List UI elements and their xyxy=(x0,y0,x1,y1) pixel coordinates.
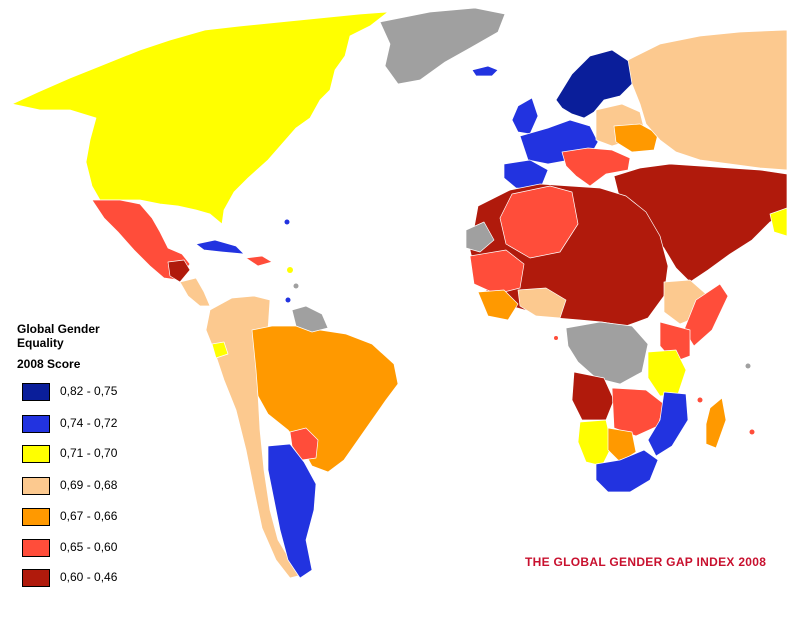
region-central-america xyxy=(179,277,211,307)
region-central-america-north xyxy=(167,259,191,283)
region-uk xyxy=(511,97,539,135)
region-mexico xyxy=(91,199,191,281)
legend-label: 0,74 - 0,72 xyxy=(60,416,118,430)
legend-subtitle: 2008 Score xyxy=(17,357,81,371)
island-dot xyxy=(287,267,293,273)
region-mozambique xyxy=(647,391,689,457)
region-caribbean xyxy=(245,255,273,267)
region-greenland xyxy=(379,7,506,85)
island-dot xyxy=(284,219,290,225)
legend-swatch xyxy=(22,445,50,463)
island-dot xyxy=(745,363,751,369)
region-southern-europe xyxy=(561,147,631,187)
region-gulf-of-guinea xyxy=(517,287,567,319)
region-russia xyxy=(627,29,787,171)
region-namibia xyxy=(577,419,613,467)
legend-swatch xyxy=(22,415,50,433)
region-cuba xyxy=(195,239,245,255)
legend-title: Global Gender Equality xyxy=(17,322,100,350)
region-central-africa xyxy=(565,321,649,385)
island-dot xyxy=(749,429,755,435)
island-dot xyxy=(293,283,299,289)
island-dot xyxy=(554,336,558,340)
region-madagascar xyxy=(705,397,727,449)
legend: Global Gender Equality 2008 Score 0,82 -… xyxy=(17,322,187,587)
region-paraguay xyxy=(289,427,319,461)
legend-label: 0,71 - 0,70 xyxy=(60,446,118,460)
legend-swatch xyxy=(22,539,50,557)
legend-label: 0,65 - 0,60 xyxy=(60,540,118,554)
legend-label: 0,67 - 0,66 xyxy=(60,509,118,523)
legend-label: 0,82 - 0,75 xyxy=(60,384,118,398)
region-west-africa-coast xyxy=(477,289,519,321)
legend-swatch xyxy=(22,383,50,401)
region-western-sahara xyxy=(465,221,495,253)
legend-swatch xyxy=(22,508,50,526)
region-north-america xyxy=(11,11,389,225)
legend-swatch xyxy=(22,569,50,587)
region-scandinavia xyxy=(555,49,633,119)
region-arabia-east xyxy=(769,207,787,237)
region-brazil xyxy=(251,325,399,473)
island-dot xyxy=(697,397,703,403)
region-algeria xyxy=(499,185,579,259)
region-iceland xyxy=(471,65,499,77)
legend-label: 0,60 - 0,46 xyxy=(60,570,118,584)
map-title: THE GLOBAL GENDER GAP INDEX 2008 xyxy=(525,555,767,569)
region-sahel xyxy=(469,249,525,295)
region-argentina xyxy=(267,443,317,579)
region-ecuador xyxy=(211,341,229,359)
region-black-sea xyxy=(613,123,659,153)
legend-swatch xyxy=(22,477,50,495)
island-dot xyxy=(285,297,291,303)
region-guianas xyxy=(291,305,329,333)
region-south-africa xyxy=(595,449,659,493)
legend-label: 0,69 - 0,68 xyxy=(60,478,118,492)
